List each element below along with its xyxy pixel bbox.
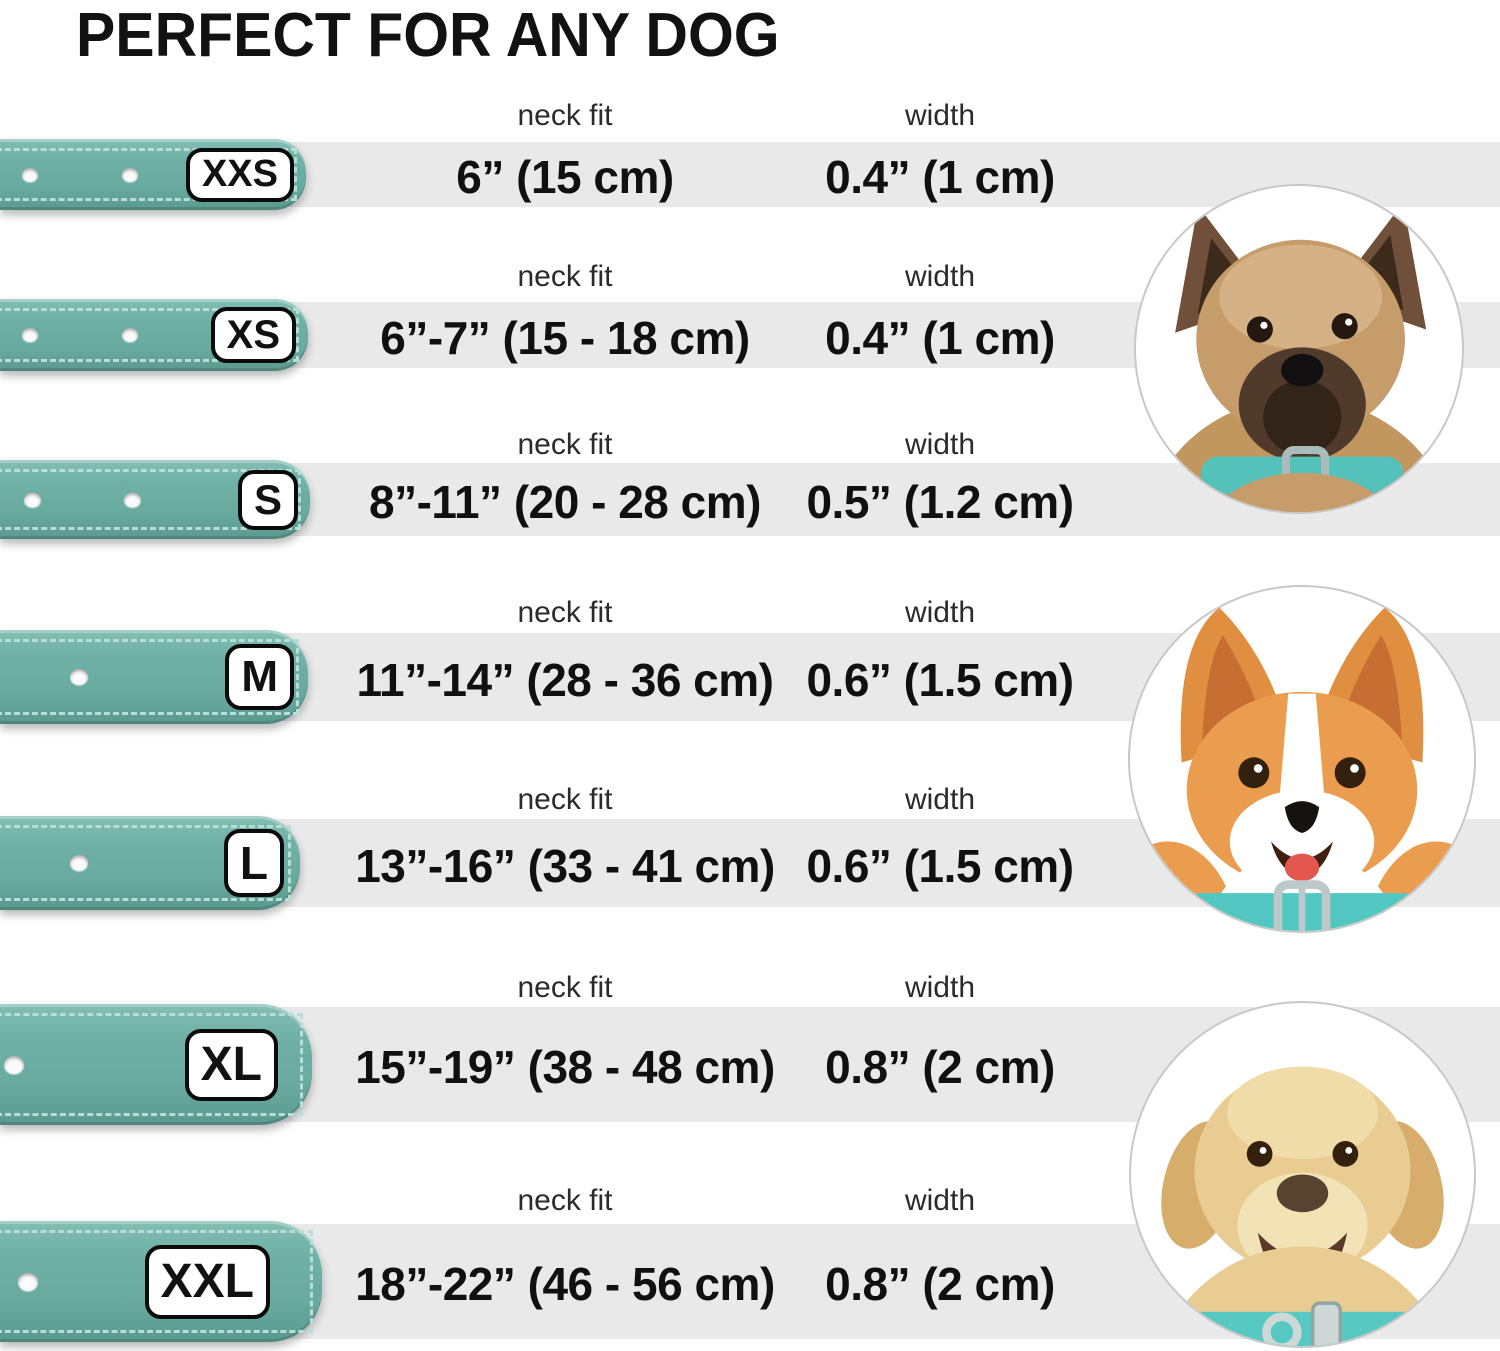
width-header: width <box>904 596 976 629</box>
width-value: 0.6” (1.5 cm) <box>806 840 1074 892</box>
collar-graphic-xxs: XXS <box>0 139 306 210</box>
width-header: width <box>904 783 976 816</box>
corgi-illustration <box>1130 607 1474 931</box>
neck-fit-header: neck fit <box>517 260 613 293</box>
size-badge-m: M <box>225 644 294 710</box>
dog-photo-terrier <box>1134 184 1464 514</box>
collar-graphic-xl: XL <box>0 1004 312 1125</box>
size-badge-s: S <box>237 469 298 530</box>
collar-graphic-s: S <box>0 460 310 539</box>
size-badge-l: L <box>223 829 284 897</box>
collar-hole <box>122 328 138 342</box>
width-value: 0.4” (1 cm) <box>825 151 1055 203</box>
width-header: width <box>904 1184 976 1217</box>
neck-fit-header: neck fit <box>517 428 613 461</box>
collar-hole <box>22 167 38 182</box>
collar-hole <box>18 1272 38 1291</box>
neck-fit-header: neck fit <box>517 99 613 132</box>
neck-fit-header: neck fit <box>517 783 613 816</box>
collar-hole <box>4 1055 24 1074</box>
width-header: width <box>904 99 976 132</box>
neck-fit-value: 18”-22” (46 - 56 cm) <box>355 1258 775 1310</box>
neck-fit-value: 13”-16” (33 - 41 cm) <box>355 840 775 892</box>
page-title: PERFECT FOR ANY DOG <box>76 1 780 70</box>
collar-graphic-l: L <box>0 816 300 910</box>
collar-hole <box>122 167 138 182</box>
size-badge-xxl: XXL <box>144 1244 270 1319</box>
terrier-illustration <box>1147 202 1451 512</box>
collar-hole <box>22 328 38 342</box>
neck-fit-value: 11”-14” (28 - 36 cm) <box>356 654 774 706</box>
neck-fit-value: 6”-7” (15 - 18 cm) <box>380 312 750 364</box>
size-badge-xs: XS <box>210 307 296 363</box>
width-header: width <box>904 260 976 293</box>
collar-hole <box>70 855 88 871</box>
collar-graphic-xs: XS <box>0 299 308 371</box>
labrador-illustration <box>1159 1066 1446 1346</box>
collar-hole <box>124 492 141 507</box>
neck-fit-value: 8”-11” (20 - 28 cm) <box>369 476 761 528</box>
width-header: width <box>904 971 976 1004</box>
width-value: 0.6” (1.5 cm) <box>806 654 1074 706</box>
neck-fit-value: 15”-19” (38 - 48 cm) <box>355 1041 775 1093</box>
width-value: 0.5” (1.2 cm) <box>806 476 1074 528</box>
collar-hole <box>24 492 41 507</box>
neck-fit-header: neck fit <box>517 596 613 629</box>
size-badge-xxs: XXS <box>185 147 294 202</box>
width-header: width <box>904 428 976 461</box>
neck-fit-header: neck fit <box>517 971 613 1004</box>
neck-fit-value: 6” (15 cm) <box>456 151 674 203</box>
size-badge-xl: XL <box>184 1028 278 1101</box>
collar-graphic-xxl: XXL <box>0 1221 322 1342</box>
dog-photo-labrador <box>1129 1001 1476 1348</box>
dog-photo-corgi <box>1128 585 1476 933</box>
width-value: 0.8” (2 cm) <box>825 1041 1055 1093</box>
collar-graphic-m: M <box>0 630 308 724</box>
width-value: 0.4” (1 cm) <box>825 312 1055 364</box>
neck-fit-header: neck fit <box>517 1184 613 1217</box>
width-value: 0.8” (2 cm) <box>825 1258 1055 1310</box>
collar-hole <box>70 669 88 685</box>
